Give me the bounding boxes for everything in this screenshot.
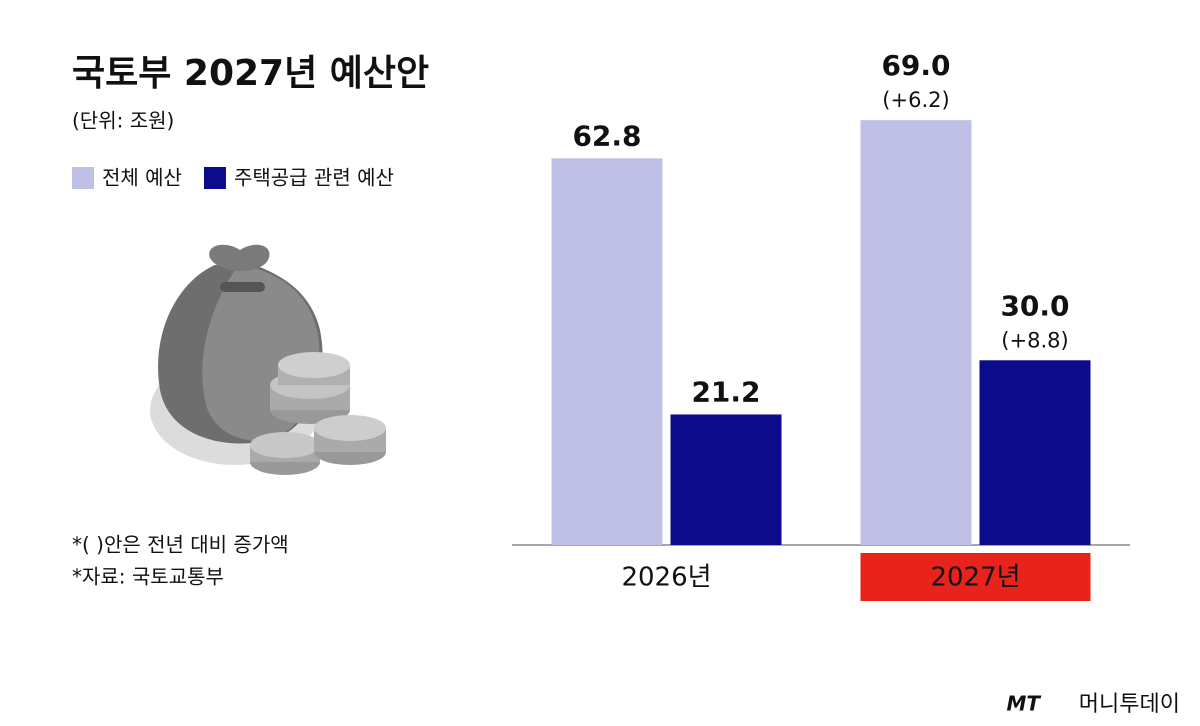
- note: *자료: 국토교통부: [72, 565, 224, 589]
- bar: [670, 414, 782, 545]
- subtitle: (단위: 조원): [72, 109, 174, 133]
- change-label: (+6.2): [882, 88, 949, 112]
- change-label: (+8.8): [1001, 328, 1068, 352]
- x-tick-label: 2026년: [621, 563, 711, 593]
- legend-swatch: [72, 167, 94, 189]
- x-tick-label: 2027년: [930, 563, 1020, 593]
- value-label: 69.0: [881, 49, 950, 82]
- bar: [860, 120, 972, 546]
- legend-label: 전체 예산: [102, 166, 182, 190]
- value-label: 62.8: [572, 119, 641, 152]
- bar: [979, 360, 1091, 545]
- watermark-name: 머니투데이: [1079, 692, 1180, 717]
- category-highlight: [860, 553, 1091, 601]
- value-label: 30.0: [1000, 289, 1069, 322]
- legend-label: 주택공급 관련 예산: [234, 166, 394, 190]
- bar: [551, 158, 663, 545]
- note: *( )안은 전년 대비 증가액: [72, 533, 289, 557]
- value-label: 21.2: [691, 375, 760, 408]
- money-bag-icon: [150, 244, 386, 475]
- chart-title: 국토부 2027년 예산안: [72, 53, 429, 94]
- watermark-logo: MT: [1006, 692, 1041, 716]
- legend-swatch: [203, 167, 226, 189]
